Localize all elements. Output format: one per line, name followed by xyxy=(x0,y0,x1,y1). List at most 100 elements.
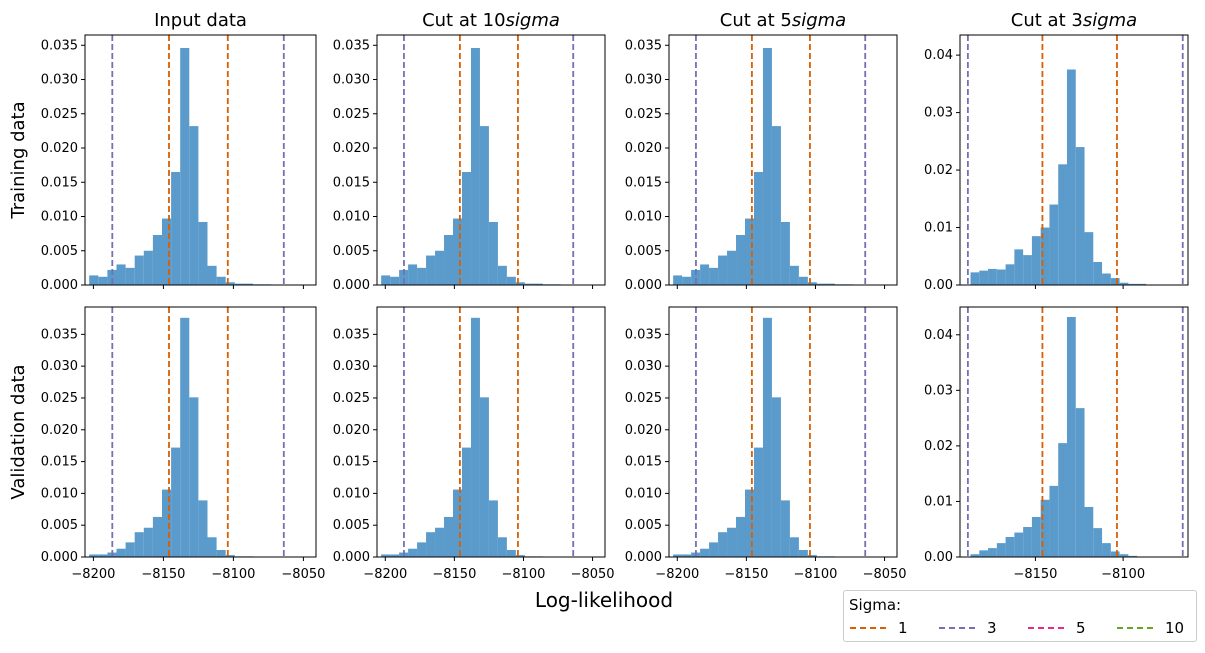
histogram-bar xyxy=(1093,528,1103,557)
y-tick-label: 0.020 xyxy=(333,141,370,156)
histogram-bar xyxy=(816,283,826,285)
histogram-bar xyxy=(435,527,445,557)
x-tick-label: −8150 xyxy=(724,567,768,582)
y-tick-label: 0.000 xyxy=(333,550,370,565)
histogram-bar xyxy=(682,554,692,557)
histogram-bar xyxy=(1040,227,1050,285)
y-tick-label: 0.020 xyxy=(625,423,662,438)
legend-entry-1: 1 xyxy=(850,619,908,637)
histogram-bar xyxy=(461,447,471,557)
y-tick-label: 0.000 xyxy=(333,278,370,293)
panel-val-cut3: 0.00 0.01 0.02 0.03 0.04 −8150 −8100 xyxy=(924,306,1189,582)
legend-title: Sigma: xyxy=(849,596,902,614)
histogram-bar xyxy=(408,264,418,285)
y-tick-label: 0.005 xyxy=(625,244,662,259)
legend-entry-5: 5 xyxy=(1028,619,1086,637)
y-tick-label: 0.015 xyxy=(625,175,662,190)
histogram-bar xyxy=(1031,517,1041,557)
legend-swatch-1 xyxy=(850,627,886,629)
figure-xlabel: Log-likelihood xyxy=(535,588,673,612)
histogram-bar xyxy=(506,550,516,557)
y-tick-label: 0.04 xyxy=(924,328,953,343)
panel-train-cut3: 0.00 0.01 0.02 0.03 0.04 xyxy=(924,34,1189,293)
histogram-bar xyxy=(390,554,400,557)
y-tick-label: 0.015 xyxy=(333,175,370,190)
histogram-bar xyxy=(417,267,427,285)
histogram-bar xyxy=(180,317,190,557)
column-title: Cut at 5sigma xyxy=(720,10,846,31)
y-tick-label: 0.005 xyxy=(333,518,370,533)
y-tick-label: 0.020 xyxy=(41,423,78,438)
axes-frame xyxy=(959,34,1189,286)
column-title: Cut at 10sigma xyxy=(422,10,560,31)
axes-frame xyxy=(668,34,898,286)
histogram-bar xyxy=(116,264,126,285)
histogram-bar xyxy=(1110,551,1120,557)
x-tick-label: −8150 xyxy=(1013,567,1057,582)
axes-frame xyxy=(376,34,606,286)
panel-val-cut5: 0.000 0.005 0.010 0.015 0.020 0.025 0.030 0.035… xyxy=(625,306,907,582)
histogram-bar xyxy=(807,555,817,557)
y-tick-label: 0.030 xyxy=(333,359,370,374)
y-tick-label: 0.025 xyxy=(333,391,370,406)
histogram-bar xyxy=(1084,507,1094,557)
histogram-bar xyxy=(682,276,692,285)
histogram-bar xyxy=(98,276,108,285)
y-tick-label: 0.010 xyxy=(41,486,78,501)
histogram-bar xyxy=(988,548,997,557)
histogram-bar xyxy=(515,555,525,557)
x-tick-label: −8050 xyxy=(863,567,907,582)
histogram-bar xyxy=(736,235,745,285)
y-tick-label: 0.00 xyxy=(924,550,953,565)
legend-label-1: 1 xyxy=(898,619,908,637)
y-tick-label: 0.015 xyxy=(625,455,662,470)
histogram-bar xyxy=(1128,555,1138,557)
x-tick-label: −8200 xyxy=(71,567,115,582)
histogram-bar xyxy=(1093,262,1103,285)
panel-train-input: 0.000 0.005 0.010 0.015 0.020 0.025 0.030 0.035 xyxy=(41,34,317,293)
histogram-bar xyxy=(198,221,208,285)
histogram-bar xyxy=(488,500,498,557)
histogram-bar xyxy=(798,276,808,285)
y-tick-label: 0.030 xyxy=(625,73,662,88)
histogram-bar xyxy=(180,48,190,285)
y-tick-label: 0.000 xyxy=(41,278,78,293)
histogram-bar xyxy=(996,543,1006,557)
histogram-bar xyxy=(1040,499,1050,557)
panel-val-cut10: 0.000 0.005 0.010 0.015 0.020 0.025 0.030 0.035… xyxy=(333,306,615,582)
legend-swatch-3 xyxy=(939,627,975,629)
y-tick-label: 0.03 xyxy=(924,106,953,121)
y-tick-label: 0.025 xyxy=(41,107,78,122)
x-tick-label: −8050 xyxy=(571,567,615,582)
y-tick-label: 0.010 xyxy=(41,210,78,225)
column-title: Cut at 3sigma xyxy=(1011,10,1137,31)
axes-frame xyxy=(376,306,606,558)
histogram-bar xyxy=(762,48,772,285)
histogram-bar xyxy=(1119,554,1129,557)
x-tick-label: −8100 xyxy=(211,567,255,582)
histogram-bar xyxy=(1119,282,1129,285)
histogram-bar xyxy=(745,489,754,557)
histogram-bar xyxy=(1137,283,1146,285)
histogram-bar xyxy=(408,548,418,557)
histogram-bar xyxy=(461,171,471,285)
y-tick-label: 0.04 xyxy=(924,48,953,63)
histogram-bar xyxy=(417,542,427,557)
histogram-bar xyxy=(1084,232,1094,285)
histogram-bar xyxy=(243,283,253,285)
histogram-bar xyxy=(470,48,480,285)
histogram-bar xyxy=(125,542,135,557)
y-tick-label: 0.020 xyxy=(41,141,78,156)
x-tick-label: −8150 xyxy=(141,567,185,582)
histogram-bar xyxy=(524,283,534,285)
y-tick-label: 0.005 xyxy=(625,518,662,533)
x-tick-label: −8100 xyxy=(501,567,545,582)
histogram-bar xyxy=(470,317,480,557)
histogram-bar xyxy=(207,537,217,557)
histogram-bar xyxy=(718,255,728,285)
y-tick-label: 0.025 xyxy=(333,107,370,122)
axes-frame xyxy=(84,306,317,558)
y-tick-label: 0.000 xyxy=(41,550,78,565)
y-tick-label: 0.01 xyxy=(924,494,953,509)
y-tick-label: 0.000 xyxy=(625,278,662,293)
